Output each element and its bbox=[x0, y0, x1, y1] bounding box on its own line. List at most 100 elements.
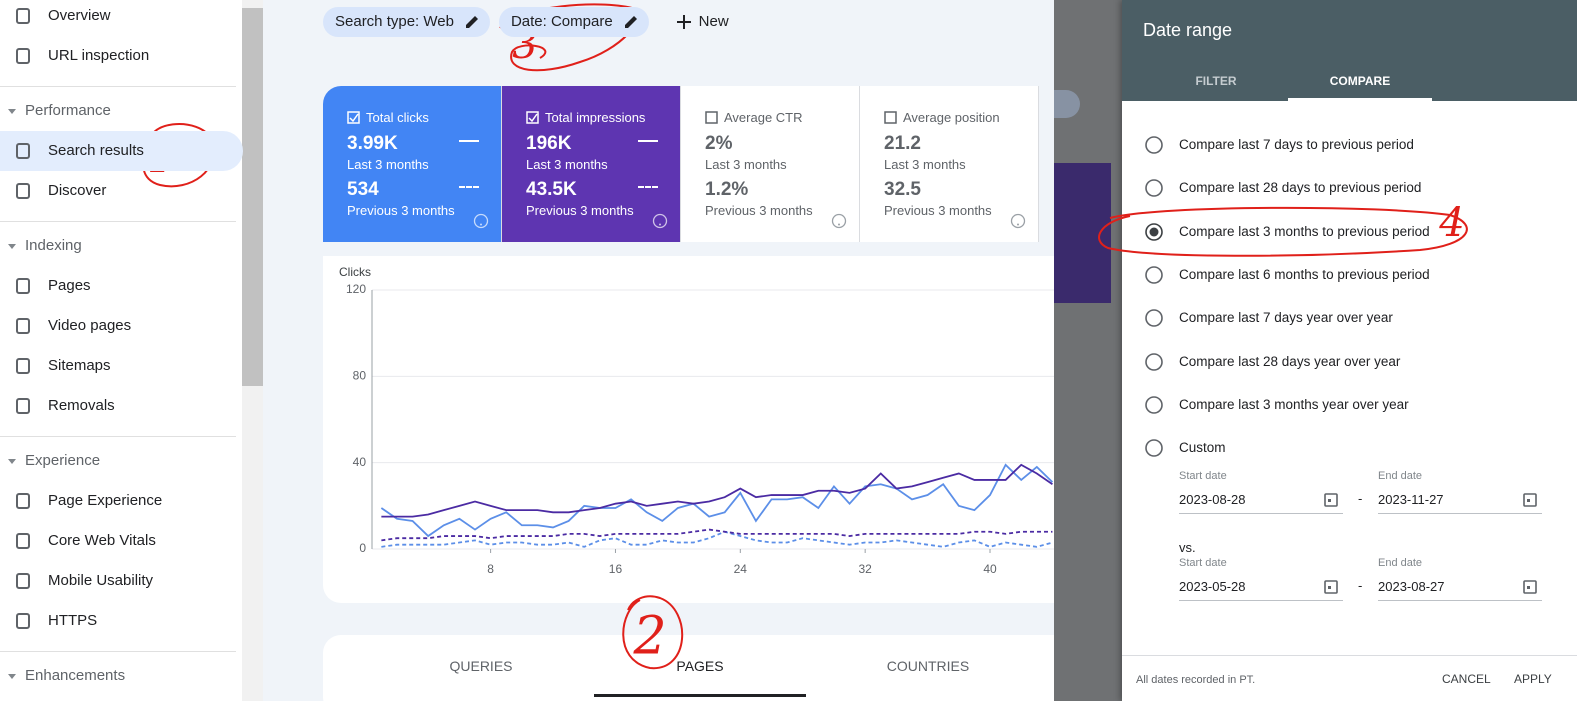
nav-item[interactable]: URL inspection bbox=[48, 47, 150, 64]
box bbox=[884, 111, 897, 124]
metric-value: 43.5K bbox=[526, 179, 577, 200]
nav-item[interactable]: Video pages bbox=[48, 317, 132, 334]
chart-card bbox=[323, 256, 1083, 603]
date-option[interactable]: Compare last 7 days to previous period bbox=[1179, 137, 1414, 152]
x-tick-label: 32 bbox=[858, 562, 872, 576]
nav-item[interactable]: HTTPS bbox=[48, 612, 98, 629]
add-icon bbox=[676, 15, 691, 29]
dialog-tab[interactable]: COMPARE bbox=[1329, 74, 1391, 88]
metric-period: Last 3 months bbox=[526, 157, 608, 172]
nav-item[interactable]: Mobile Usability bbox=[48, 572, 154, 589]
field-label: End date bbox=[1378, 470, 1423, 482]
annotation-circle bbox=[622, 595, 684, 670]
nav-icon bbox=[16, 48, 30, 64]
tab-indicator bbox=[1288, 98, 1432, 101]
calendar-icon bbox=[1523, 580, 1537, 594]
apply-button[interactable]: APPLY bbox=[1514, 672, 1552, 686]
cal bbox=[1523, 493, 1537, 507]
tabs-card bbox=[323, 635, 1083, 701]
cal-day bbox=[1527, 586, 1530, 589]
nav-item[interactable]: Removals bbox=[48, 397, 115, 414]
nav-item[interactable]: Pages bbox=[48, 277, 91, 294]
field-underline bbox=[1179, 600, 1343, 601]
cancel-button[interactable]: CANCEL bbox=[1442, 672, 1491, 686]
date-field[interactable]: 2023-08-27 bbox=[1378, 579, 1445, 594]
date-field[interactable]: 2023-08-28 bbox=[1179, 492, 1246, 507]
help-icon bbox=[1010, 213, 1026, 229]
y-tick-label: 120 bbox=[346, 282, 366, 296]
filter-label: Date: Compare bbox=[510, 13, 613, 30]
nav-section[interactable]: Indexing bbox=[25, 237, 82, 254]
date-field[interactable]: 2023-11-27 bbox=[1378, 492, 1444, 507]
nav-icon bbox=[16, 613, 30, 629]
date-option[interactable]: Compare last 28 days year over year bbox=[1179, 353, 1401, 369]
radio bbox=[1145, 439, 1163, 457]
field-label: Start date bbox=[1179, 470, 1227, 482]
metric-value: 3.99K bbox=[347, 133, 398, 154]
new-button[interactable]: New bbox=[698, 13, 729, 30]
filter-chip[interactable] bbox=[323, 7, 490, 37]
icon-shape bbox=[16, 533, 30, 549]
dialog-header bbox=[1122, 0, 1577, 101]
results-tab[interactable]: PAGES bbox=[676, 658, 724, 674]
series-line bbox=[380, 463, 1054, 538]
nav-section[interactable]: Experience bbox=[25, 452, 101, 469]
radio-ring bbox=[1145, 179, 1163, 198]
icon-shape bbox=[16, 398, 30, 414]
date-field[interactable]: 2023-05-28 bbox=[1179, 579, 1246, 594]
filter-chip[interactable] bbox=[498, 7, 649, 37]
date-option[interactable]: Compare last 6 months to previous period bbox=[1179, 266, 1430, 282]
results-tab[interactable]: QUERIES bbox=[449, 658, 513, 674]
sidebar bbox=[0, 0, 242, 701]
box bbox=[347, 111, 360, 124]
help-icon bbox=[831, 213, 847, 229]
caret-shape bbox=[8, 674, 16, 679]
radio bbox=[1145, 136, 1163, 154]
cal-day bbox=[1527, 499, 1530, 502]
checkbox bbox=[347, 111, 360, 124]
nav-item[interactable]: Search results bbox=[48, 142, 144, 159]
metric-value: 1.2% bbox=[705, 179, 749, 200]
caret-shape bbox=[8, 459, 16, 464]
nav-item[interactable]: Sitemaps bbox=[48, 357, 111, 374]
metric-period: Previous 3 months bbox=[884, 203, 992, 218]
series-line bbox=[381, 463, 1053, 518]
dialog-title: Date range bbox=[1143, 20, 1233, 40]
nav-item[interactable]: Page Experience bbox=[48, 492, 163, 509]
dialog-tab[interactable]: FILTER bbox=[1195, 74, 1237, 88]
performance-chart: Clicks 0 40 80 120 8 16 24 32 40 bbox=[339, 265, 1054, 576]
date-option[interactable]: Custom bbox=[1179, 440, 1226, 456]
dialog-divider bbox=[1122, 655, 1577, 656]
date-option[interactable]: Compare last 28 days to previous period bbox=[1179, 180, 1422, 196]
nav-section[interactable]: Performance bbox=[25, 102, 111, 119]
radio bbox=[1145, 309, 1163, 327]
radio bbox=[1145, 352, 1163, 371]
nav-item[interactable]: Overview bbox=[48, 7, 111, 24]
nav-item[interactable]: Core Web Vitals bbox=[48, 532, 156, 549]
nav-icon bbox=[16, 493, 30, 509]
box bbox=[705, 111, 718, 124]
metric-label: Average position bbox=[903, 110, 1000, 125]
metric-period: Last 3 months bbox=[884, 157, 966, 172]
nav-item[interactable]: Discover bbox=[48, 182, 107, 199]
radio-ring bbox=[1145, 222, 1163, 241]
icon-shape bbox=[16, 613, 30, 629]
nav-section[interactable]: Enhancements bbox=[25, 667, 126, 684]
nav-divider bbox=[0, 436, 236, 437]
icon-shape bbox=[16, 493, 30, 509]
line-style-dashed bbox=[638, 186, 658, 188]
metric-period: Last 3 months bbox=[347, 157, 429, 172]
date-option[interactable]: Compare last 3 months to previous period bbox=[1179, 223, 1430, 239]
calendar-icon bbox=[1523, 493, 1537, 507]
cal-day bbox=[1328, 586, 1331, 589]
filter-label: Search type: Web bbox=[335, 13, 454, 30]
date-option[interactable]: Compare last 3 months year over year bbox=[1179, 396, 1409, 412]
metric-label: Total impressions bbox=[545, 110, 646, 125]
results-tab[interactable]: COUNTRIES bbox=[886, 658, 970, 674]
vs-label: vs. bbox=[1179, 540, 1196, 555]
metric-period: Previous 3 months bbox=[705, 203, 813, 218]
date-option[interactable]: Compare last 7 days year over year bbox=[1179, 310, 1393, 326]
nav-icon bbox=[16, 183, 30, 199]
scroll-thumb[interactable] bbox=[242, 8, 263, 386]
